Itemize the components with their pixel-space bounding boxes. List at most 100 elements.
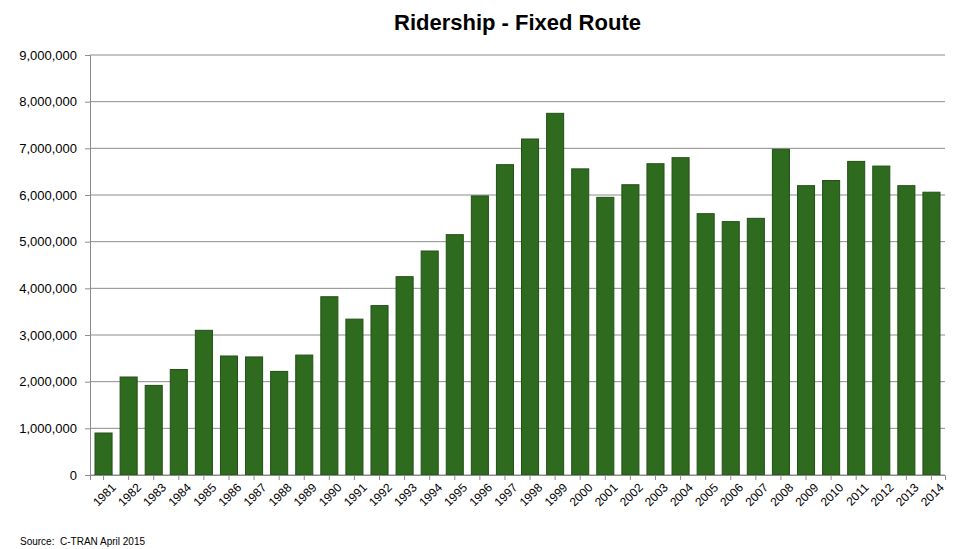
- source-note: Source: C-TRAN April 2015: [20, 536, 145, 547]
- x-tick-mark: [630, 475, 631, 480]
- grid-line: [90, 335, 945, 336]
- x-tick-mark: [605, 475, 606, 480]
- x-tick-mark: [931, 475, 932, 480]
- x-tick-label: 2011: [843, 480, 871, 508]
- bar: [446, 235, 463, 475]
- x-tick-mark: [555, 475, 556, 480]
- y-tick-mark: [85, 382, 90, 383]
- y-tick-mark: [85, 335, 90, 336]
- x-tick-label: 2003: [642, 480, 671, 509]
- bar: [597, 197, 614, 475]
- y-axis-line: [85, 56, 91, 476]
- y-tick-mark: [85, 102, 90, 103]
- x-tick: 2008: [767, 475, 796, 509]
- y-tick: 3,000,000: [19, 328, 90, 343]
- grid: [90, 55, 945, 475]
- x-tick: 1992: [366, 475, 395, 509]
- bar: [271, 371, 288, 475]
- bar: [471, 196, 488, 475]
- x-tick: 2014: [918, 475, 947, 509]
- x-tick-mark: [655, 475, 656, 480]
- bar: [873, 166, 890, 475]
- bar: [547, 113, 564, 475]
- x-tick-mark: [504, 475, 505, 480]
- x-tick-label: 2007: [742, 480, 771, 509]
- bar: [120, 377, 137, 475]
- x-tick-mark: [103, 475, 104, 480]
- x-tick: 2007: [742, 475, 771, 509]
- x-tick-label: 2001: [592, 480, 621, 509]
- x-tick-label: 2010: [818, 480, 847, 509]
- x-tick-label: 2009: [793, 480, 822, 509]
- x-tick-mark: [178, 475, 179, 480]
- x-tick-label: 2000: [567, 480, 596, 509]
- y-tick-label: 7,000,000: [19, 141, 77, 156]
- x-tick-mark: [856, 475, 857, 480]
- x-tick-mark: [128, 475, 129, 480]
- bar: [496, 165, 513, 475]
- x-tick-label: 1992: [366, 480, 395, 509]
- x-axis-line: [91, 476, 946, 481]
- x-tick: 1999: [542, 475, 571, 509]
- x-tick-label: 1983: [140, 480, 169, 509]
- bar: [145, 385, 162, 475]
- y-tick-label: 9,000,000: [19, 48, 77, 63]
- x-axis: 1981198219831984198519861987198819891990…: [90, 475, 947, 509]
- y-tick: 2,000,000: [19, 374, 90, 389]
- x-tick: 2000: [567, 475, 596, 509]
- grid-line: [90, 148, 945, 149]
- x-tick-mark: [730, 475, 731, 480]
- bar: [95, 433, 112, 475]
- x-tick-label: 2004: [667, 480, 696, 509]
- y-tick-label: 0: [70, 468, 77, 483]
- bar: [898, 186, 915, 475]
- x-tick: 2013: [893, 475, 922, 509]
- x-tick-mark: [479, 475, 480, 480]
- x-tick-mark: [580, 475, 581, 480]
- y-tick: 0: [70, 468, 90, 483]
- x-tick-mark: [203, 475, 204, 480]
- bars: [95, 113, 940, 475]
- y-tick: 6,000,000: [19, 188, 90, 203]
- x-tick-mark: [329, 475, 330, 480]
- x-tick-label: 2014: [918, 480, 947, 509]
- y-tick-mark: [85, 148, 90, 149]
- y-tick-mark: [85, 242, 90, 243]
- y-tick-label: 8,000,000: [19, 94, 77, 109]
- bar: [797, 186, 814, 475]
- x-tick-mark: [780, 475, 781, 480]
- bar: [522, 139, 539, 475]
- x-tick-mark: [755, 475, 756, 480]
- bar: [823, 181, 840, 475]
- x-tick: 1997: [492, 475, 521, 509]
- grid-line: [90, 55, 945, 56]
- bar: [697, 214, 714, 475]
- grid-line: [90, 241, 945, 242]
- x-tick: 2001: [592, 475, 621, 509]
- bar: [747, 218, 764, 475]
- x-tick-label: 1999: [542, 480, 571, 509]
- x-tick: 1983: [140, 475, 169, 509]
- bar: [220, 356, 237, 475]
- x-tick-label: 1988: [266, 480, 295, 509]
- x-tick: 1981: [90, 475, 119, 509]
- x-tick: 1982: [115, 475, 144, 509]
- bar: [647, 164, 664, 475]
- bar: [622, 185, 639, 475]
- x-tick: 1995: [441, 475, 470, 509]
- x-tick: 1994: [416, 475, 445, 509]
- plot: 01,000,0002,000,0003,000,0004,000,0005,0…: [19, 48, 947, 510]
- x-tick-label: 1989: [291, 480, 320, 509]
- x-tick-label: 2005: [692, 480, 721, 509]
- x-tick: 1998: [517, 475, 546, 509]
- y-tick-mark: [85, 55, 90, 56]
- x-tick-label: 1994: [416, 480, 445, 509]
- y-tick: 8,000,000: [19, 94, 90, 109]
- x-tick: 2009: [793, 475, 822, 509]
- bar: [722, 222, 739, 475]
- x-tick-label: 1985: [190, 480, 219, 509]
- y-tick: 9,000,000: [19, 48, 90, 63]
- bar: [170, 370, 187, 475]
- x-tick-mark: [379, 475, 380, 480]
- grid-line: [90, 195, 945, 196]
